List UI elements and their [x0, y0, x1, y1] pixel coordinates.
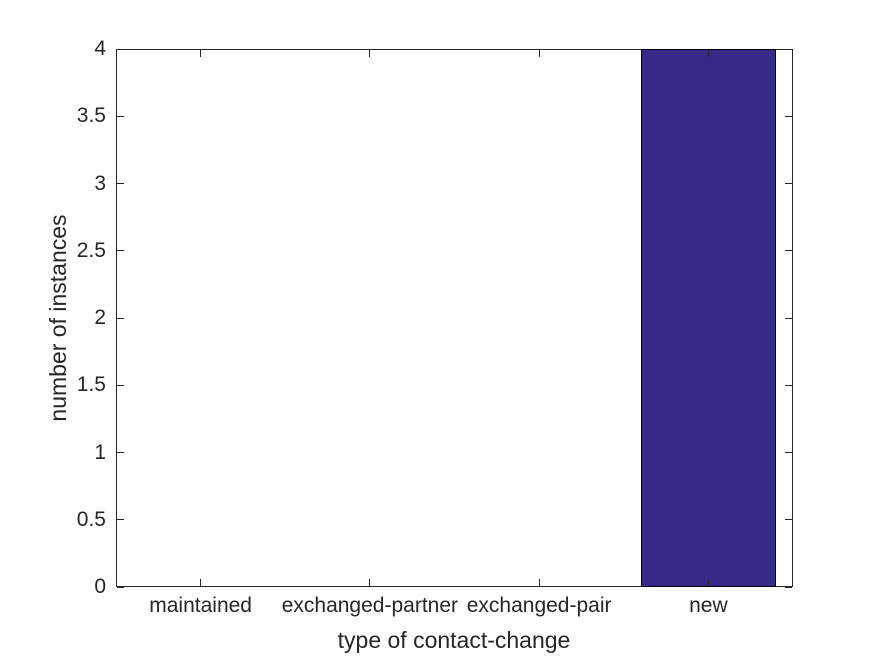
y-tick-label: 3.5 [76, 104, 106, 128]
y-tick-label: 1 [94, 440, 106, 464]
y-tick-left [117, 115, 124, 117]
x-tick-bottom [369, 579, 371, 586]
y-tick-label: 2.5 [76, 238, 106, 262]
y-tick-right [785, 452, 792, 453]
y-tick-right [785, 384, 792, 386]
y-tick-left [117, 48, 124, 50]
y-tick-left [117, 183, 124, 184]
x-tick-label: exchanged-pair [466, 594, 612, 617]
x-tick-bottom [707, 579, 709, 586]
bar-new [640, 49, 777, 587]
x-tick-bottom [538, 579, 540, 586]
y-tick-left [117, 586, 124, 588]
y-tick-left [117, 452, 124, 453]
y-tick-label: 0.5 [76, 507, 106, 531]
x-tick-label: exchanged-partner [281, 594, 459, 617]
y-tick-left [117, 519, 124, 521]
y-tick-label: 4 [94, 37, 106, 60]
y-tick-right [785, 115, 792, 117]
y-tick-right [785, 519, 792, 521]
y-tick-right [785, 250, 792, 252]
y-tick-right [785, 183, 792, 184]
x-axis-label: type of contact-change [337, 627, 571, 653]
x-tick-bottom [200, 579, 202, 586]
x-tick-top [538, 50, 540, 57]
y-tick-label: 3 [94, 171, 106, 195]
x-tick-top [200, 50, 202, 57]
x-tick-label: maintained [149, 594, 252, 617]
y-tick-right [785, 48, 792, 50]
x-tick-label: new [689, 594, 728, 617]
y-tick-label: 1.5 [76, 373, 106, 397]
y-tick-left [117, 250, 124, 252]
x-tick-top [369, 50, 371, 57]
y-tick-left [117, 384, 124, 386]
y-tick-right [785, 317, 792, 319]
y-tick-label: 0 [94, 575, 106, 598]
y-tick-left [117, 317, 124, 319]
y-tick-label: 2 [94, 306, 106, 329]
y-tick-right [785, 586, 792, 588]
x-tick-top [707, 50, 709, 57]
